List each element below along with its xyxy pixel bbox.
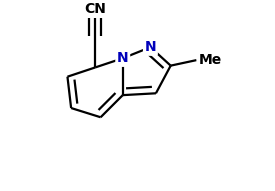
Text: N: N [145, 40, 156, 54]
Text: N: N [117, 51, 129, 65]
Text: CN: CN [84, 2, 106, 16]
Text: Me: Me [198, 53, 222, 67]
